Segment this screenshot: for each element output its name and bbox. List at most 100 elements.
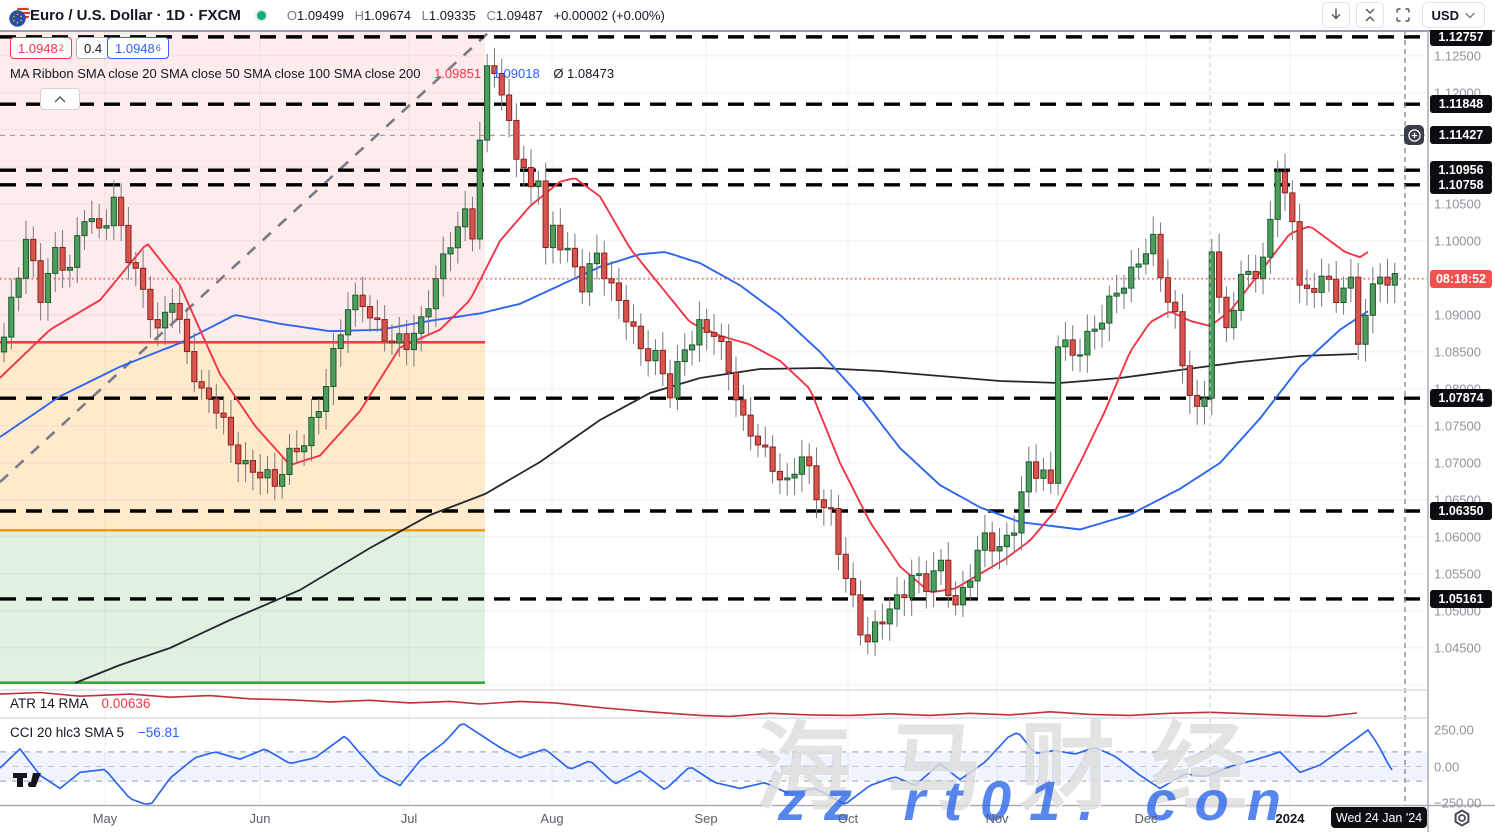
candle-body [1245,270,1252,275]
cci-scale-label: 250.00 [1434,722,1474,738]
candle-body [1164,277,1171,303]
candle-body [1018,491,1025,534]
price-tick-label: 1.07500 [1434,418,1481,434]
candle-body [901,594,908,599]
candle-body [1157,233,1164,279]
candle-body [1120,287,1128,294]
candle-body [161,311,169,329]
mid-zone-orange[interactable] [0,342,485,531]
collapse-chevrons-icon [1365,8,1374,22]
candle-body [1113,292,1120,297]
candle-body [242,460,249,465]
candle-body [681,349,688,363]
candle-body [1011,532,1018,536]
candle-body [1340,287,1347,303]
axis-settings-corner[interactable] [1428,806,1495,832]
ma-ribbon-legend[interactable]: MA Ribbon SMA close 20 SMA close 50 SMA … [10,66,614,81]
ask-price-label: 1.0948 6 [107,37,169,59]
candle-body [857,594,864,636]
symbol-flag-icon[interactable] [8,5,32,34]
trendline-drawing[interactable] [0,32,489,483]
candle-body [1106,295,1113,324]
candle-body [557,224,564,251]
candle-body [1062,339,1069,348]
candle-body [359,294,366,308]
level-price-badge: 1.07874 [1430,389,1492,408]
time-axis-label: Dec [1134,811,1158,826]
candle-body [981,532,988,551]
candle-body [1281,171,1289,194]
time-axis-label: Aug [540,811,564,826]
candle-body [1033,461,1040,479]
candle-body [469,208,476,240]
candle-body [1347,276,1354,289]
candle-body [732,371,740,401]
sma50-line [0,251,1369,531]
price-scale[interactable]: 08:18:52 1.12500 1.12000 1.10500 1.10000 1.0… [1429,23,1495,811]
candle-body [22,238,30,279]
gear-icon [1454,809,1469,827]
price-tick-label: 1.06000 [1434,529,1481,545]
cci-legend[interactable]: CCI 20 hlc3 SMA 5 −56.81 [10,725,180,740]
candle-body [1128,266,1135,289]
candle-body [110,196,117,227]
time-axis-label: May [92,811,118,826]
price-tick-label: 1.07000 [1434,455,1481,471]
candle-body [1047,469,1054,484]
candle-body [637,325,644,350]
candle-body [674,361,681,399]
tradingview-logo[interactable] [12,770,48,795]
candle-body [623,299,630,323]
candle-body [169,303,176,313]
watermark-url: zz rt01. con [778,769,1299,832]
candle-body [147,288,154,321]
supply-zone-pink[interactable] [0,31,485,343]
candle-body [571,247,579,268]
candle-body [418,316,425,334]
legend-collapse-button[interactable] [40,88,80,110]
ma-ribbon-title: MA Ribbon SMA close 20 SMA close 50 SMA … [10,66,421,81]
cci-label: CCI 20 hlc3 SMA 5 [10,725,125,740]
time-axis[interactable]: Wed 24 Jan '24 May Jun Jul Aug Sep Oct Nov Dec 2… [0,806,1495,832]
low-value: 1.09335 [428,7,476,23]
collapse-panes-button[interactable] [1355,2,1384,28]
cci-line [0,723,1393,805]
market-status-dot[interactable] [256,10,266,20]
level-price-badge: 1.12757 [1430,27,1492,46]
candle-body [842,553,849,580]
candle-body [1274,171,1281,220]
candle-body [967,580,974,588]
candle-body [630,321,637,327]
candle-body [593,252,601,265]
level-price-badge: 1.10758 [1430,175,1492,194]
candle-body [301,445,308,453]
candle-body [513,119,520,160]
price-tick-label: 1.10000 [1434,233,1481,249]
candle-body [74,235,81,268]
symbol-title[interactable]: Euro / U.S. Dollar · 1D · FXCM [30,6,241,24]
demand-zone-green[interactable] [0,530,485,683]
candle-body [762,444,769,448]
level-price-badge: 1.06350 [1430,502,1492,520]
candle-body [476,139,483,240]
sma20-value: 1.09851 [434,66,482,81]
candle-body [220,412,227,418]
fullscreen-button[interactable] [1389,3,1416,27]
candle-body [132,262,139,269]
candle-body [535,180,542,188]
currency-dropdown[interactable]: USD [1421,2,1485,28]
atr-legend[interactable]: ATR 14 RMA 0.00636 [10,696,150,711]
candle-body [498,72,505,96]
candle-body [279,474,286,487]
candle-body [52,246,59,274]
candle-body [1355,276,1362,345]
last-bar-date-badge: Wed 24 Jan '24 [1331,807,1427,828]
candle-body [344,309,352,336]
candle-body [1201,397,1208,407]
candle-body [564,247,571,251]
add-alert-button[interactable] [1404,125,1424,146]
scroll-to-recent-button[interactable] [1321,2,1350,28]
ohlc-readout: O1.09499 H1.09674 L1.09335 C1.09487 +0.0… [280,8,665,23]
